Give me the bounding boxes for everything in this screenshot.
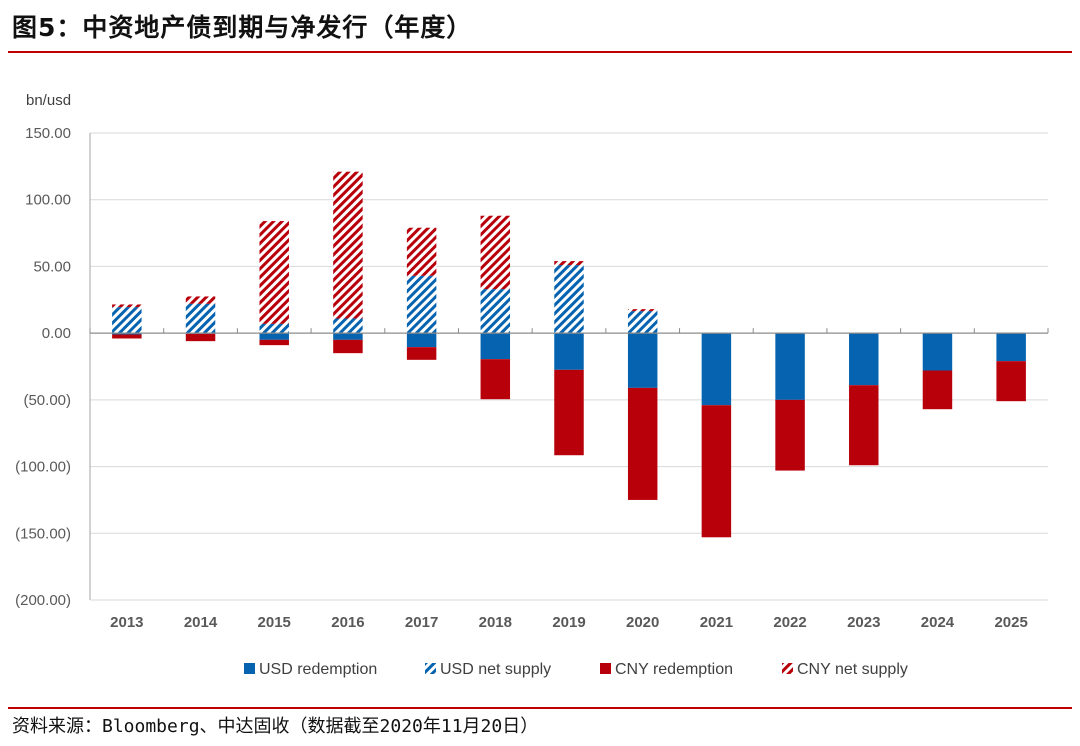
bar-cny_net-2018: [480, 215, 511, 290]
legend-swatch: [600, 663, 611, 674]
bar-usd_red-2023: [849, 333, 879, 386]
x-tick-label: 2024: [921, 614, 955, 631]
y-tick-labels: 150.00 100.00 50.00 0.00 (50.00) (100.00) (150…: [15, 125, 71, 609]
legend-item-cny_red: CNY redemption: [600, 661, 733, 678]
bar-usd_net-2020: [627, 311, 658, 334]
bar-usd_red-2018: [480, 333, 511, 360]
legend-label: USD net supply: [440, 661, 551, 678]
bar-cny_red-2015: [259, 339, 289, 346]
bar-cny_red-2019: [554, 369, 584, 456]
bar-usd_net-2014: [185, 303, 216, 334]
bar-usd_red-2024: [922, 333, 953, 371]
legend-item-usd_red: USD redemption: [244, 661, 377, 678]
bar-usd_net-2015: [259, 323, 289, 334]
x-tick-labels: 2013 2014 2015 2016 2017 2018 2019 2020 2021 2022…: [110, 614, 1028, 631]
bar-cny_red-2014: [185, 333, 216, 342]
legend-label: CNY redemption: [615, 661, 733, 678]
bar-cny_red-2025: [996, 361, 1026, 402]
bar-usd_red-2025: [996, 333, 1026, 362]
y-tick-label: 100.00: [25, 192, 71, 209]
bar-usd_red-2015: [259, 333, 289, 340]
bar-usd_net-2017: [406, 275, 437, 334]
figure-title: 图5：中资地产债到期与净发行（年度）: [12, 13, 473, 42]
legend-swatch: [244, 663, 255, 674]
legend-swatch: [782, 663, 793, 674]
bar-cny_net-2019: [554, 261, 584, 266]
bars: [112, 171, 1026, 538]
bar-usd_net-2019: [554, 265, 584, 334]
y-tick-label: (50.00): [23, 392, 71, 409]
bar-cny_red-2023: [849, 385, 879, 466]
x-tick-label: 2023: [847, 614, 880, 631]
bar-cny_net-2014: [185, 296, 216, 304]
x-tick-label: 2022: [773, 614, 806, 631]
y-axis-unit-label: bn/usd: [26, 92, 71, 109]
source-divider: [8, 707, 1072, 709]
bar-cny_red-2017: [406, 347, 437, 360]
legend-label: CNY net supply: [797, 661, 908, 678]
y-tick-label: (150.00): [15, 525, 71, 542]
bar-usd_net-2013: [112, 307, 142, 334]
bar-cny_red-2016: [333, 339, 363, 354]
x-tick-label: 2025: [994, 614, 1027, 631]
legend-item-cny_net: CNY net supply: [782, 661, 908, 678]
source-note: 资料来源：Bloomberg、中达固收（数据截至2020年11月20日）: [12, 716, 539, 737]
x-tick-label: 2016: [331, 614, 364, 631]
bar-cny_net-2020: [627, 309, 658, 312]
axes: [89, 133, 1049, 601]
y-tick-label: 50.00: [33, 258, 71, 275]
x-tick-label: 2014: [184, 614, 218, 631]
x-tick-label: 2015: [258, 614, 291, 631]
legend-label: USD redemption: [259, 661, 377, 678]
title-divider: [8, 51, 1072, 53]
y-tick-label: 0.00: [42, 325, 71, 342]
bar-usd_red-2017: [406, 333, 437, 348]
bar-usd_net-2018: [480, 289, 511, 334]
legend-item-usd_net: USD net supply: [425, 661, 551, 678]
bar-cny_net-2017: [406, 227, 437, 276]
bar-usd_red-2016: [333, 333, 363, 340]
legend-swatch: [425, 663, 436, 674]
stacked-bar-chart: bn/usd 150.00 100.00 50.00 0.00 (50.00) (100.…: [15, 92, 1049, 678]
bar-usd_red-2013: [112, 333, 142, 335]
x-tick-label: 2020: [626, 614, 659, 631]
bar-cny_net-2016: [333, 171, 363, 319]
bar-cny_red-2020: [627, 387, 658, 500]
bar-usd_red-2021: [701, 333, 732, 406]
x-tick-label: 2018: [479, 614, 512, 631]
bar-cny_red-2021: [701, 405, 732, 538]
y-tick-label: 150.00: [25, 125, 71, 142]
x-tick-label: 2019: [552, 614, 585, 631]
x-tick-label: 2017: [405, 614, 438, 631]
bar-cny_red-2018: [480, 359, 511, 400]
bar-usd_red-2022: [775, 333, 805, 400]
y-tick-label: (200.00): [15, 592, 71, 609]
x-tick-label: 2013: [110, 614, 143, 631]
x-tick-label: 2021: [700, 614, 733, 631]
bar-cny_red-2024: [922, 370, 953, 410]
bar-cny_red-2022: [775, 399, 805, 471]
bar-cny_net-2015: [259, 221, 289, 324]
bar-usd_red-2019: [554, 333, 584, 370]
bar-usd_net-2016: [333, 318, 363, 334]
bar-usd_red-2020: [627, 333, 658, 388]
legend: USD redemption USD net supply CNY redempti…: [244, 661, 908, 678]
bar-cny_net-2013: [112, 304, 142, 308]
bar-cny_red-2013: [112, 334, 142, 339]
y-tick-label: (100.00): [15, 459, 71, 476]
